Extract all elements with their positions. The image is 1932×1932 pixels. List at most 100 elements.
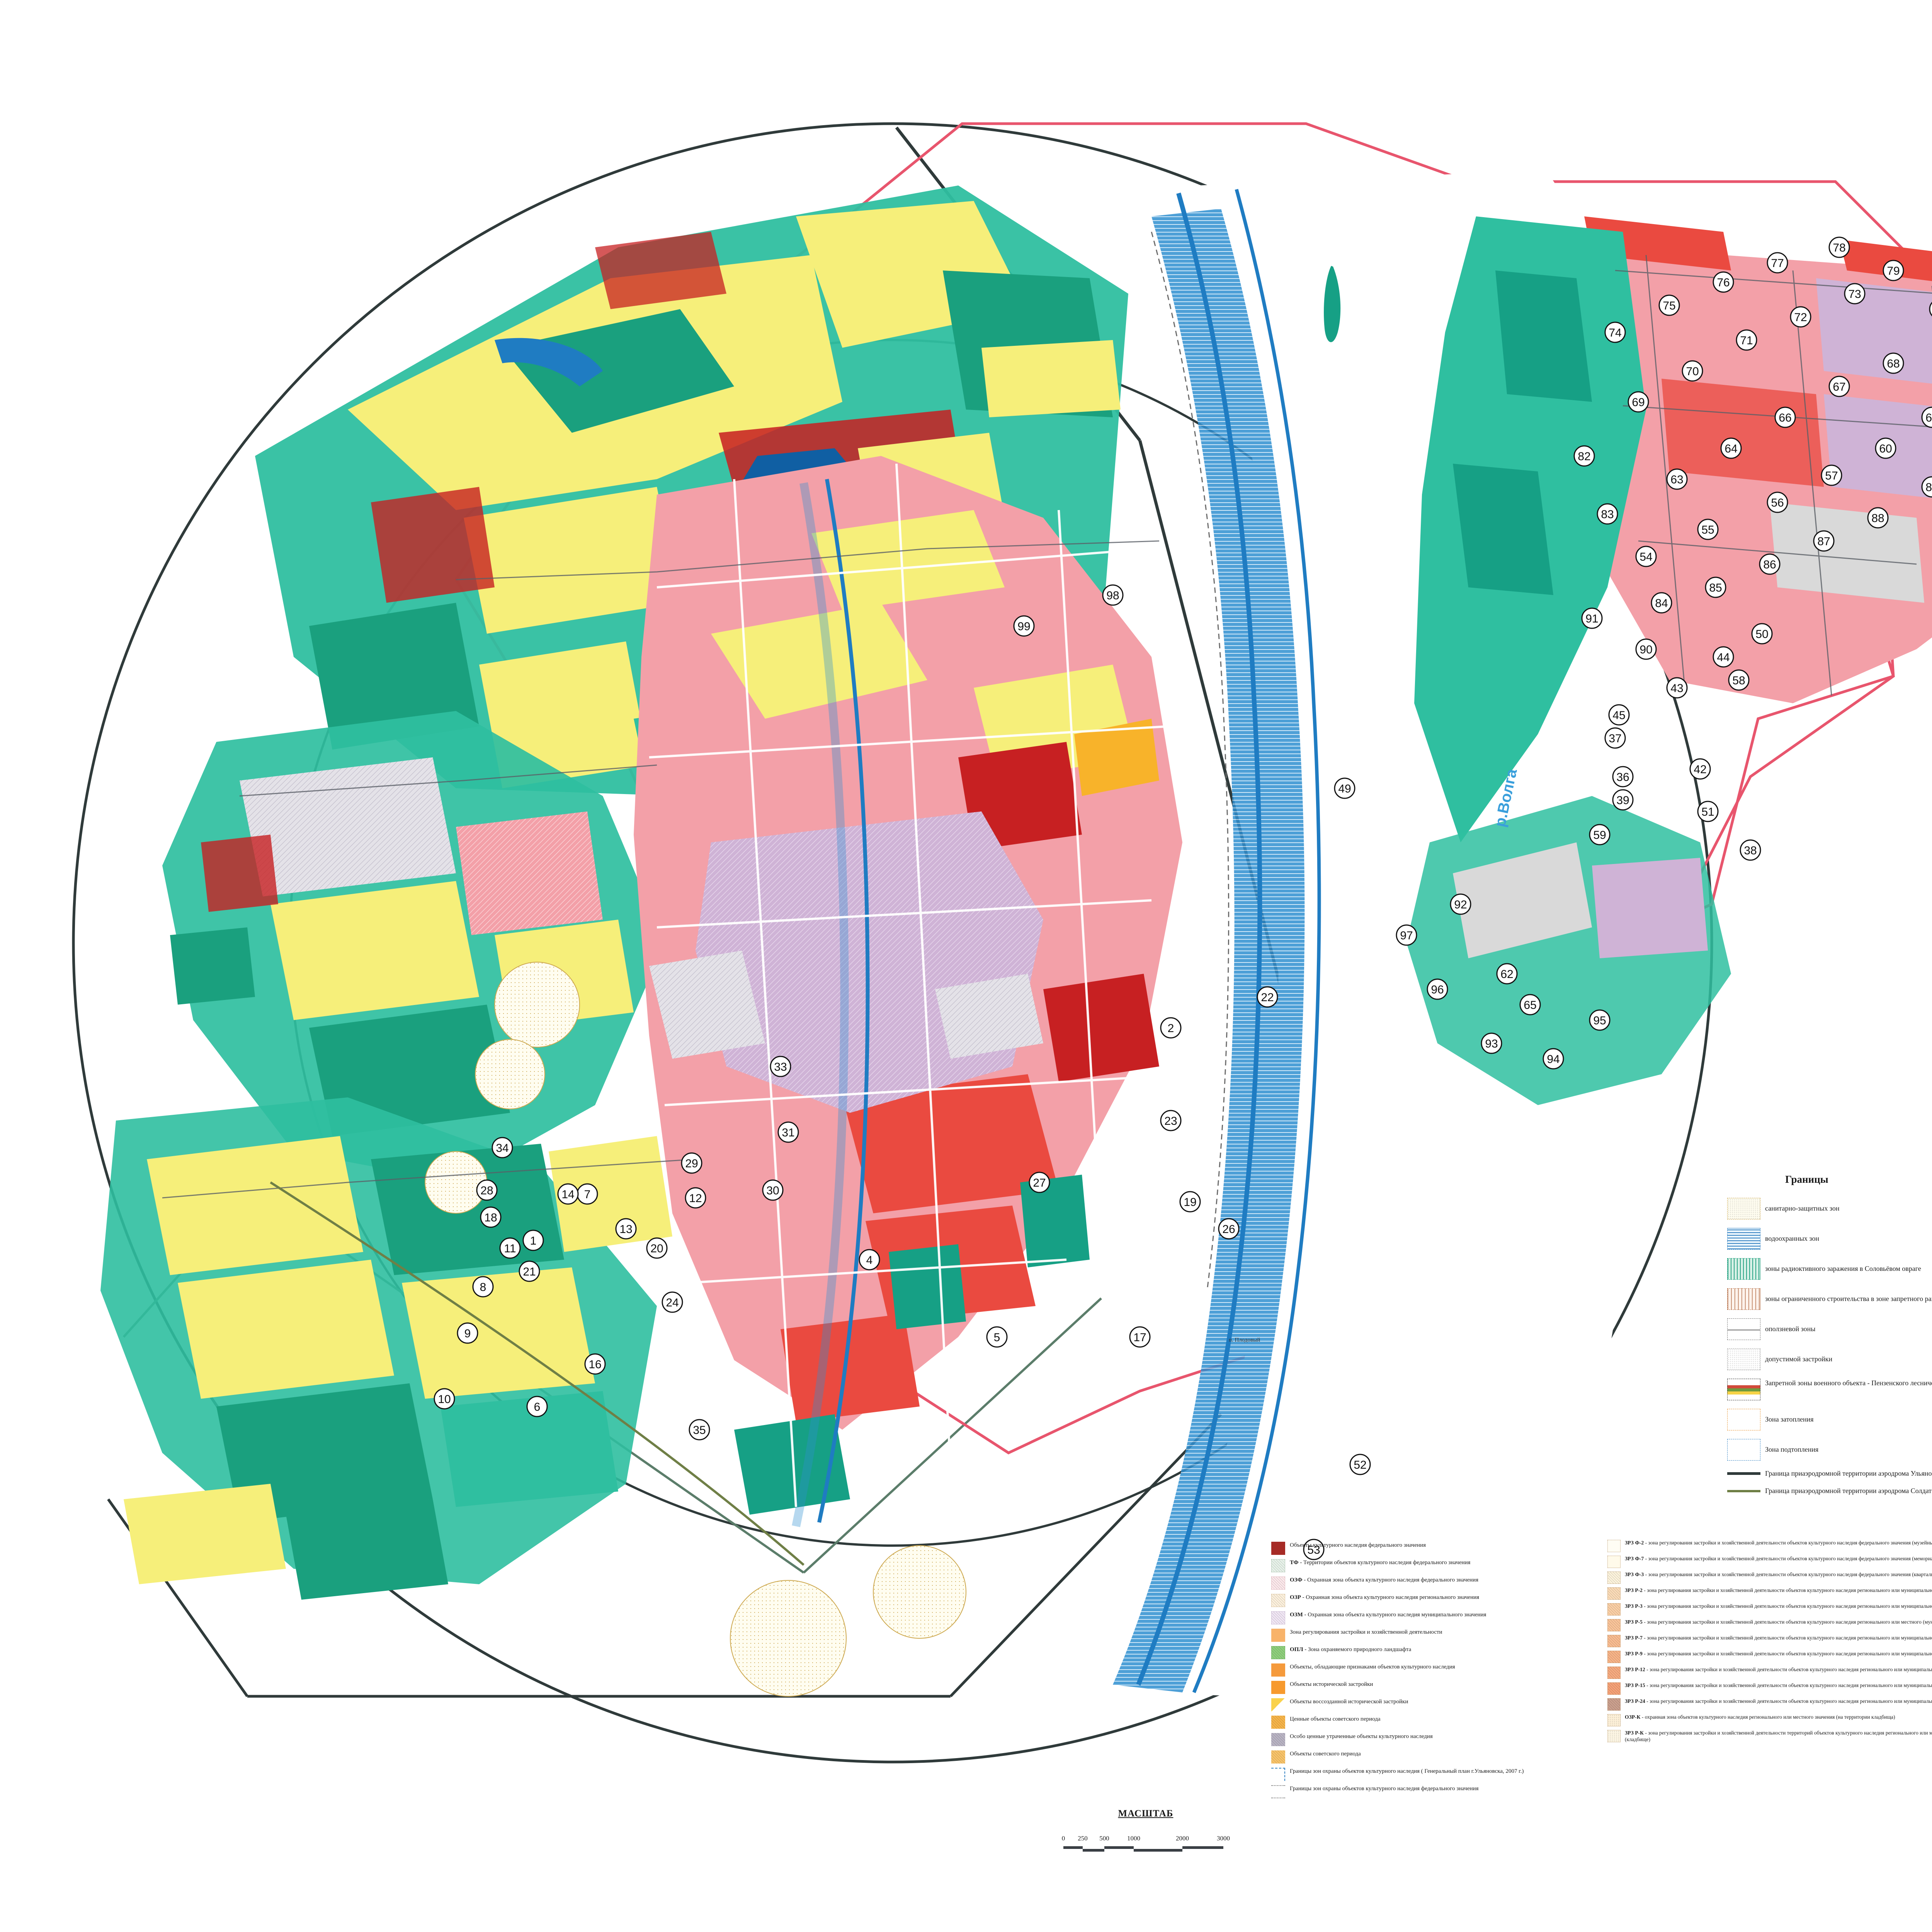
map-marker[interactable] xyxy=(1334,777,1355,799)
map-marker-label: 49 xyxy=(1338,782,1351,795)
map-marker[interactable] xyxy=(646,1237,668,1259)
swatch-radioactive-boundary xyxy=(1727,1258,1760,1280)
map-marker[interactable] xyxy=(1597,503,1618,525)
map-marker[interactable] xyxy=(1736,329,1757,351)
map-marker[interactable] xyxy=(777,1121,799,1143)
map-marker[interactable] xyxy=(1635,546,1657,567)
map-marker[interactable] xyxy=(689,1419,710,1440)
map-marker[interactable] xyxy=(1875,437,1896,459)
map-marker[interactable] xyxy=(1828,376,1850,397)
map-marker[interactable] xyxy=(1612,789,1634,811)
map-marker[interactable] xyxy=(1828,236,1850,258)
map-marker[interactable] xyxy=(685,1187,706,1209)
map-marker[interactable] xyxy=(492,1137,513,1158)
map-marker[interactable] xyxy=(1496,963,1518,985)
map-marker[interactable] xyxy=(762,1179,784,1201)
map-marker[interactable] xyxy=(1689,758,1711,780)
map-marker[interactable] xyxy=(1349,1454,1371,1475)
map-marker[interactable] xyxy=(476,1179,498,1201)
map-marker[interactable] xyxy=(1450,893,1471,915)
map-marker[interactable] xyxy=(1697,519,1719,540)
map-marker[interactable] xyxy=(1543,1048,1564,1070)
map-marker[interactable] xyxy=(1129,1326,1151,1348)
map-marker-label: 51 xyxy=(1701,806,1714,818)
map-marker[interactable] xyxy=(457,1322,478,1344)
map-marker[interactable] xyxy=(770,1056,791,1077)
map-marker[interactable] xyxy=(480,1206,502,1228)
map-marker[interactable] xyxy=(1844,283,1866,304)
map-marker[interactable] xyxy=(1257,986,1278,1008)
map-marker[interactable] xyxy=(1589,1009,1611,1031)
map-marker-label: 96 xyxy=(1431,983,1444,996)
map-marker[interactable] xyxy=(1767,492,1788,513)
map-marker[interactable] xyxy=(986,1326,1008,1348)
map-marker[interactable] xyxy=(1720,437,1742,459)
map-marker[interactable] xyxy=(1589,824,1611,845)
map-marker[interactable] xyxy=(1921,476,1932,498)
map-marker[interactable] xyxy=(1102,584,1124,606)
map-marker[interactable] xyxy=(1790,306,1811,328)
map-marker[interactable] xyxy=(1218,1218,1240,1240)
solid-olive-line-icon xyxy=(1727,1490,1760,1493)
map-marker[interactable] xyxy=(1658,294,1680,316)
map-marker[interactable] xyxy=(1573,445,1595,467)
map-marker[interactable] xyxy=(1029,1172,1050,1193)
map-marker[interactable] xyxy=(1740,839,1761,861)
map-marker[interactable] xyxy=(1813,530,1835,552)
map-marker[interactable] xyxy=(1160,1017,1182,1039)
map-marker[interactable] xyxy=(519,1260,540,1282)
legend-cultural-heritage: Объекты культурного наследия федеральног… xyxy=(1271,1542,1592,1803)
map-marker[interactable] xyxy=(557,1183,579,1205)
swatch-szz-boundary xyxy=(1727,1198,1760,1220)
map-marker[interactable] xyxy=(1921,406,1932,428)
map-marker[interactable] xyxy=(1821,464,1842,486)
map-marker[interactable] xyxy=(1728,669,1750,691)
map-marker[interactable] xyxy=(1519,994,1541,1015)
map-marker[interactable] xyxy=(584,1353,606,1375)
map-marker[interactable] xyxy=(1767,252,1788,274)
map-marker[interactable] xyxy=(1608,704,1630,726)
map-marker[interactable] xyxy=(499,1237,521,1259)
map-marker[interactable] xyxy=(1929,299,1932,319)
map-marker[interactable] xyxy=(1604,321,1626,343)
map-marker[interactable] xyxy=(1635,638,1657,660)
map-marker[interactable] xyxy=(1160,1110,1182,1131)
map-marker[interactable] xyxy=(1774,406,1796,428)
label-restricted-construction: зоны ограниченного строительства в зоне … xyxy=(1765,1295,1932,1303)
map-marker[interactable] xyxy=(1713,646,1734,668)
map-marker[interactable] xyxy=(681,1152,702,1174)
legend-item-opl: ОПЛ - Зона охраняемого природного ландша… xyxy=(1271,1646,1592,1659)
map-marker[interactable] xyxy=(1883,352,1904,374)
map-marker[interactable] xyxy=(1759,553,1781,575)
map-marker[interactable] xyxy=(1666,677,1688,699)
map-marker[interactable] xyxy=(1481,1032,1502,1054)
map-marker[interactable] xyxy=(1666,468,1688,490)
map-marker[interactable] xyxy=(1013,615,1035,637)
map-marker[interactable] xyxy=(522,1230,544,1251)
map-marker-label: 17 xyxy=(1133,1331,1146,1344)
map-marker[interactable] xyxy=(1883,260,1904,281)
map-marker[interactable] xyxy=(615,1218,637,1240)
map-marker[interactable] xyxy=(472,1276,494,1298)
map-marker[interactable] xyxy=(1867,507,1889,529)
map-marker[interactable] xyxy=(1604,727,1626,749)
map-marker[interactable] xyxy=(1705,577,1726,598)
map-marker[interactable] xyxy=(526,1396,548,1417)
map-marker[interactable] xyxy=(1303,1539,1325,1560)
map-marker[interactable] xyxy=(1612,766,1634,787)
map-marker[interactable] xyxy=(434,1388,455,1410)
swatch-building-regulation xyxy=(1271,1629,1285,1642)
map-marker[interactable] xyxy=(859,1249,880,1270)
map-marker[interactable] xyxy=(1581,607,1603,629)
map-marker[interactable] xyxy=(1628,391,1649,413)
map-marker[interactable] xyxy=(1713,271,1734,293)
map-marker[interactable] xyxy=(1682,360,1703,382)
map-marker[interactable] xyxy=(1651,592,1672,614)
map-marker[interactable] xyxy=(1396,924,1417,946)
map-marker[interactable] xyxy=(1697,801,1719,822)
map-marker[interactable] xyxy=(1751,623,1773,645)
map-marker[interactable] xyxy=(662,1291,683,1313)
map-marker[interactable] xyxy=(1179,1191,1201,1213)
map-marker[interactable] xyxy=(1427,978,1448,1000)
